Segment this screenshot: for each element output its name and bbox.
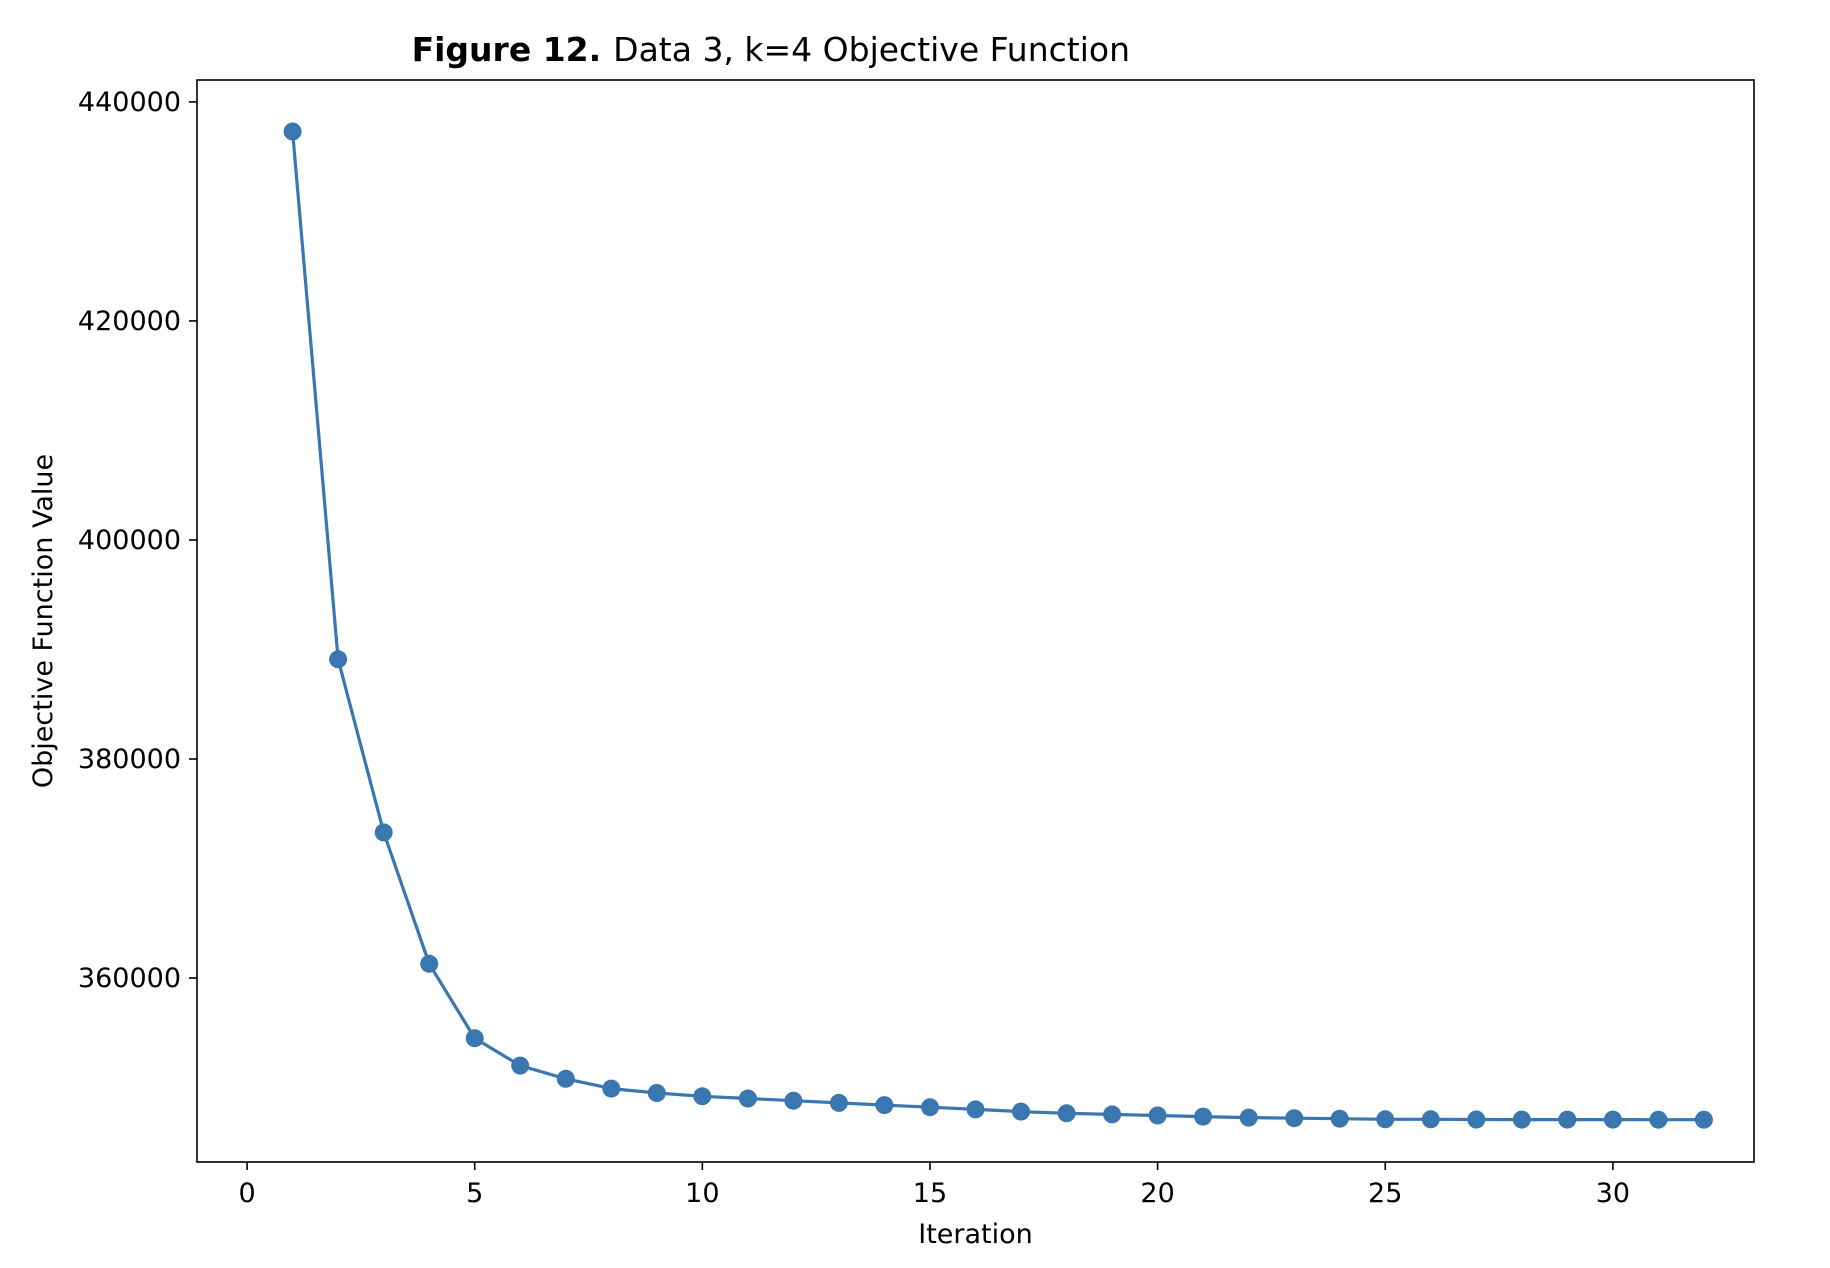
y-tick-label: 360000 <box>78 963 181 994</box>
data-point <box>1148 1106 1167 1125</box>
y-axis-label: Objective Function Value <box>28 454 59 788</box>
x-tick-label: 20 <box>1140 1178 1174 1209</box>
data-point <box>829 1093 848 1112</box>
x-tick-label: 10 <box>685 1178 719 1209</box>
y-tick-label: 440000 <box>78 87 181 118</box>
data-point <box>647 1084 666 1102</box>
y-tick-label: 420000 <box>78 306 181 337</box>
data-point <box>1512 1110 1531 1129</box>
x-axis-ticks: 0 5 10 15 20 25 30 <box>238 1162 1630 1209</box>
data-point <box>1467 1110 1486 1129</box>
y-axis-ticks: 360000 380000 400000 420000 440000 <box>78 87 197 994</box>
data-point <box>1194 1107 1213 1126</box>
chart-title: Figure 12. Data 3, k=4 Objective Function <box>412 30 1130 69</box>
data-point <box>283 122 302 141</box>
series-points <box>283 122 1713 1129</box>
data-point <box>966 1100 985 1119</box>
y-tick-label: 380000 <box>78 744 181 775</box>
data-point <box>1012 1102 1030 1121</box>
data-point <box>1603 1110 1622 1129</box>
data-point <box>556 1069 575 1088</box>
data-point <box>329 650 348 669</box>
data-point <box>1421 1110 1440 1129</box>
data-point <box>1558 1110 1577 1129</box>
data-point <box>602 1079 621 1098</box>
chart-title-main: Data 3, k=4 Objective Function <box>613 30 1130 69</box>
data-point <box>420 954 439 973</box>
data-point <box>1103 1105 1122 1124</box>
x-tick-label: 30 <box>1596 1178 1630 1209</box>
x-axis-label: Iteration <box>918 1219 1033 1250</box>
data-point <box>1057 1104 1076 1123</box>
data-point <box>511 1056 530 1075</box>
data-point <box>465 1029 484 1048</box>
data-point <box>1649 1110 1668 1129</box>
data-point <box>921 1098 939 1117</box>
x-tick-label: 0 <box>238 1178 255 1209</box>
plot-frame <box>196 79 1755 1163</box>
data-point <box>1330 1109 1349 1128</box>
data-point <box>875 1096 894 1115</box>
x-tick-label: 25 <box>1368 1178 1402 1209</box>
data-point <box>1694 1110 1713 1129</box>
data-point <box>738 1089 757 1108</box>
data-point <box>693 1087 712 1106</box>
x-tick-label: 5 <box>466 1178 483 1209</box>
chart-title-prefix: Figure 12. <box>412 30 602 69</box>
data-point <box>374 823 393 842</box>
x-tick-label: 15 <box>913 1178 947 1209</box>
data-point <box>1376 1110 1395 1129</box>
data-point <box>784 1091 803 1110</box>
data-point <box>1285 1109 1304 1128</box>
data-point <box>1239 1108 1258 1127</box>
y-tick-label: 400000 <box>78 525 181 556</box>
